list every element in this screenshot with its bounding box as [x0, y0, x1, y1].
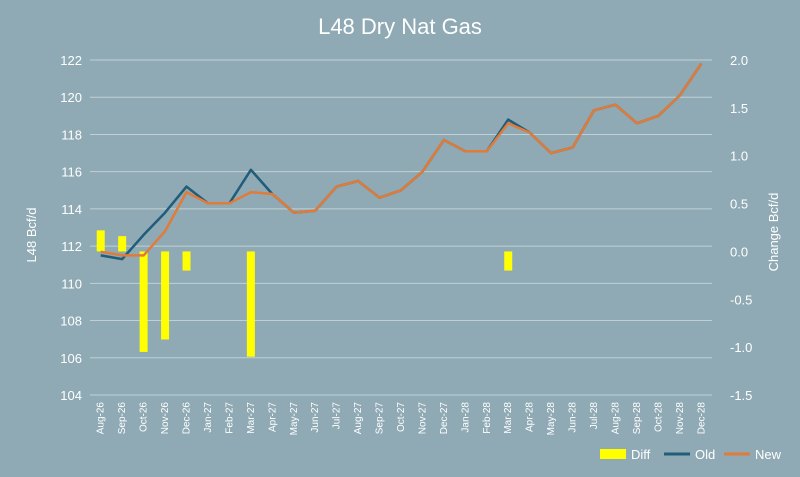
old-line [100, 62, 703, 261]
right-axis-label: Change Bcf/d [766, 193, 781, 272]
x-tick-label: Dec-27 [439, 402, 450, 435]
x-tick-label: Oct-28 [653, 402, 664, 432]
right-tick-label: 1.0 [730, 149, 748, 164]
diff-bar [118, 236, 127, 252]
right-tick-label: 1.5 [730, 101, 748, 116]
diff-bar [504, 251, 513, 271]
left-tick-label: 120 [60, 90, 82, 105]
x-tick-label: Jun-27 [310, 402, 321, 433]
x-tick-label: Sep-28 [632, 402, 643, 435]
x-tick-label: Aug-26 [96, 402, 107, 435]
left-tick-label: 110 [61, 276, 82, 291]
x-tick-label: Aug-27 [353, 402, 364, 435]
x-tick-label: Jan-27 [203, 402, 214, 433]
diff-bars [96, 230, 513, 357]
right-tick-label: -0.5 [730, 292, 752, 307]
x-tick-label: Feb-28 [482, 402, 493, 434]
right-y-axis: -1.5 -1.0 -0.5 0.0 0.5 1.0 1.5 2.0 [730, 53, 752, 403]
left-tick-label: 116 [61, 165, 82, 180]
legend-label-diff: Diff [631, 447, 651, 462]
x-tick-label: Nov-27 [417, 402, 428, 435]
legend: Diff Old New [600, 447, 782, 462]
diff-bar [139, 251, 148, 352]
series-lines [100, 62, 703, 261]
new-line [100, 62, 703, 257]
left-y-axis: 104 106 108 110 112 114 116 118 120 122 [60, 53, 82, 403]
x-tick-label: Oct-27 [396, 402, 407, 432]
left-axis-label: L48 Bcf/d [24, 208, 39, 263]
x-tick-label: Dec-26 [182, 402, 193, 435]
diff-bar [96, 230, 105, 252]
x-tick-label: Apr-28 [525, 402, 536, 432]
legend-label-old: Old [695, 447, 715, 462]
x-tick-label: May-27 [289, 402, 300, 436]
x-tick-label: Mar-28 [503, 402, 514, 434]
x-axis: Aug-26 Sep-26 Oct-26 Nov-26 Dec-26 Jan-27 Feb-… [96, 402, 708, 436]
x-tick-label: May-28 [546, 402, 557, 436]
right-tick-label: -1.5 [730, 388, 752, 403]
left-tick-label: 112 [61, 239, 82, 254]
x-tick-label: Jan-28 [460, 402, 471, 433]
x-tick-label: Apr-27 [267, 402, 278, 432]
x-tick-label: Feb-27 [224, 402, 235, 434]
left-tick-label: 122 [60, 53, 82, 68]
gridlines [90, 59, 712, 396]
x-tick-label: Jul-28 [589, 402, 600, 430]
left-tick-label: 106 [60, 351, 82, 366]
right-tick-label: -1.0 [730, 340, 752, 355]
right-tick-label: 2.0 [730, 53, 748, 68]
x-tick-label: Dec-28 [696, 402, 707, 435]
x-tick-label: Jun-28 [568, 402, 579, 433]
chart-title: L48 Dry Nat Gas [318, 14, 482, 39]
legend-label-new: New [755, 447, 782, 462]
diff-bar [182, 251, 191, 271]
left-tick-label: 104 [60, 388, 82, 403]
x-tick-label: Oct-26 [139, 402, 150, 432]
diff-bar [161, 251, 170, 340]
x-tick-label: Mar-27 [246, 402, 257, 434]
right-tick-label: 0.5 [730, 197, 748, 212]
right-tick-label: 0.0 [730, 244, 748, 259]
left-tick-label: 108 [60, 314, 82, 329]
left-tick-label: 114 [61, 202, 82, 217]
x-tick-label: Nov-28 [675, 402, 686, 435]
x-tick-label: Aug-28 [610, 402, 621, 435]
diff-bar [246, 251, 255, 357]
legend-swatch-diff [600, 449, 626, 459]
x-tick-label: Sep-27 [375, 402, 386, 435]
x-tick-label: Sep-26 [117, 402, 128, 435]
left-tick-label: 118 [61, 127, 82, 142]
x-tick-label: Jul-27 [332, 402, 343, 430]
x-tick-label: Nov-26 [160, 402, 171, 435]
